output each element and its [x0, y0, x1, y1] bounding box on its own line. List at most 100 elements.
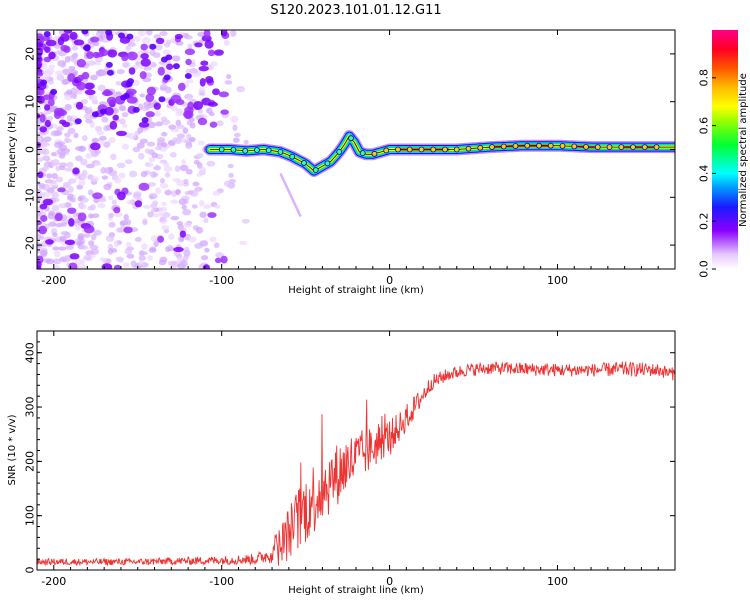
noise-blob: [175, 188, 182, 195]
noise-blob-strong: [126, 96, 138, 104]
noise-blob: [146, 141, 156, 147]
noise-blob: [194, 242, 204, 249]
noise-blob: [78, 203, 87, 210]
noise-blob: [137, 30, 146, 37]
noise-blob: [94, 149, 101, 155]
noise-blob: [93, 229, 102, 236]
noise-blob-strong: [145, 111, 155, 118]
noise-blob: [180, 260, 188, 267]
noise-blob: [76, 241, 82, 247]
noise-blob: [150, 235, 158, 242]
noise-blob: [123, 213, 129, 221]
noise-blob: [161, 131, 168, 137]
noise-blob-strong: [157, 235, 165, 243]
noise-blob: [55, 50, 63, 55]
ridge-bead: [465, 145, 472, 152]
noise-blob-strong: [198, 65, 209, 72]
noise-blob: [155, 44, 163, 51]
noise-blob: [176, 179, 185, 187]
noise-blob: [191, 204, 198, 209]
noise-blob-strong: [68, 262, 78, 269]
noise-blob: [188, 136, 196, 143]
noise-blob-strong: [193, 101, 204, 110]
noise-blob: [56, 126, 64, 131]
noise-blob-strong: [123, 226, 133, 234]
noise-blob: [87, 189, 94, 196]
noise-blob: [181, 158, 187, 165]
noise-blob: [96, 130, 104, 136]
noise-blob: [91, 137, 100, 142]
ridge-bead: [524, 142, 531, 149]
noise-blob: [43, 191, 52, 197]
spectrogram-x-tick-label: 100: [547, 274, 568, 287]
noise-blob: [154, 110, 161, 117]
noise-blob: [147, 211, 154, 218]
snr-y-tick-label: 200: [24, 451, 37, 472]
noise-blob: [171, 55, 181, 62]
noise-blob-strong: [83, 225, 95, 234]
noise-blob: [164, 70, 172, 76]
noise-blob: [94, 125, 103, 132]
noise-blob: [230, 30, 237, 37]
noise-blob: [149, 195, 155, 200]
noise-blob: [197, 31, 206, 37]
noise-blob: [42, 148, 50, 156]
ridge-bead: [359, 150, 366, 156]
noise-blob: [87, 206, 94, 211]
noise-blob: [52, 246, 60, 251]
noise-blob: [223, 39, 230, 46]
noise-blob-strong: [75, 101, 84, 110]
noise-blob-strong: [84, 82, 95, 90]
noise-blob-strong: [128, 67, 136, 75]
figure-title: S120.2023.101.01.12.G11: [270, 3, 441, 18]
ridge-bead: [371, 150, 378, 157]
noise-blob: [133, 193, 141, 200]
noise-blob: [182, 255, 189, 263]
noise-blob: [105, 235, 115, 242]
noise-blob: [81, 134, 88, 142]
noise-blob-strong: [37, 42, 44, 48]
noise-blob: [59, 151, 66, 156]
noise-blob: [159, 216, 166, 223]
noise-blob-strong: [101, 90, 113, 97]
noise-blob-strong: [72, 167, 80, 175]
noise-blob: [197, 140, 205, 146]
colorbar-label: Normalized spectral amplitude: [738, 73, 749, 227]
noise-blob: [114, 212, 123, 218]
noise-blob-strong: [173, 246, 184, 253]
noise-blob: [52, 264, 61, 269]
noise-blob: [125, 241, 132, 247]
noise-blob: [196, 172, 203, 177]
noise-blob: [66, 161, 74, 168]
noise-blob: [203, 217, 209, 224]
noise-blob-strong: [53, 111, 62, 120]
noise-blob: [209, 236, 217, 243]
noise-blob: [92, 213, 100, 219]
noise-blob: [124, 159, 133, 165]
noise-blob: [85, 118, 93, 124]
noise-blob: [170, 37, 176, 44]
noise-blob-strong: [200, 60, 209, 66]
noise-blob: [161, 119, 171, 126]
noise-blob-core: [117, 32, 125, 39]
ridge-bead: [301, 160, 307, 166]
noise-blob: [51, 172, 58, 180]
noise-blob: [176, 133, 186, 139]
noise-blob: [54, 70, 64, 76]
noise-blob: [114, 177, 122, 184]
noise-blob: [162, 49, 171, 55]
noise-blob: [228, 172, 234, 178]
noise-blob-core: [105, 30, 113, 36]
noise-blob: [52, 258, 62, 265]
ridge-bead: [477, 144, 484, 151]
noise-blob: [167, 260, 177, 267]
noise-blob-strong: [220, 109, 229, 115]
noise-blob-strong: [177, 82, 186, 92]
noise-blob: [185, 142, 193, 149]
noise-blob: [101, 116, 109, 123]
noise-blob: [159, 159, 168, 164]
ridge-bead: [606, 144, 613, 151]
noise-blob: [56, 74, 65, 81]
spectrogram-y-ticks: -20 -10 0 10 20: [24, 29, 675, 270]
noise-blob: [88, 240, 95, 247]
